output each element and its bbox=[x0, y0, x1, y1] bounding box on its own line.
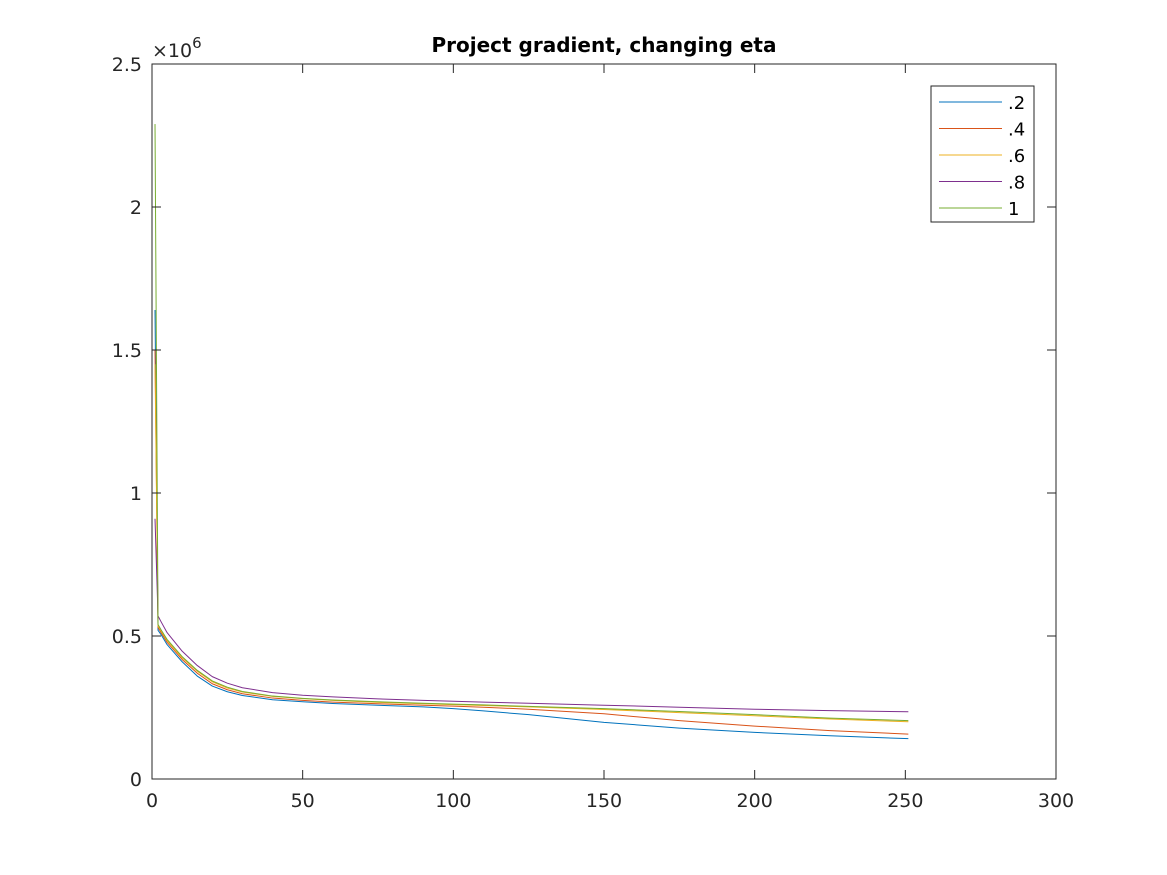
x-tick-label: 50 bbox=[291, 790, 315, 812]
x-tick-label: 150 bbox=[586, 790, 622, 812]
legend-label: .4 bbox=[1008, 120, 1025, 141]
legend-label: 1 bbox=[1008, 199, 1019, 220]
series-line-0 bbox=[154, 309, 909, 740]
x-axis: 0 50 100 150 200 250 300 bbox=[146, 64, 1074, 812]
chart-title: Project gradient, changing eta bbox=[432, 33, 777, 57]
x-tick-label: 200 bbox=[737, 790, 773, 812]
x-tick-label: 300 bbox=[1038, 790, 1074, 812]
legend-label: .8 bbox=[1008, 173, 1025, 194]
legend-label: .2 bbox=[1008, 93, 1025, 114]
y-exponent-label: ×106 bbox=[152, 34, 202, 62]
y-tick-label: 1.5 bbox=[112, 340, 142, 362]
x-tick-label: 250 bbox=[887, 790, 923, 812]
y-exponent-base: ×10 bbox=[152, 40, 192, 62]
legend: .2 .4 .6 .8 1 bbox=[930, 85, 1035, 223]
series-line-4 bbox=[154, 124, 909, 722]
y-tick-label: 0.5 bbox=[112, 626, 142, 648]
legend-box bbox=[930, 85, 1035, 223]
series-line-3 bbox=[154, 518, 909, 713]
series-line-1 bbox=[154, 349, 909, 735]
y-tick-label: 1 bbox=[130, 483, 142, 505]
x-tick-label: 0 bbox=[146, 790, 158, 812]
plot-area bbox=[152, 64, 1056, 779]
x-tick-label: 100 bbox=[435, 790, 471, 812]
y-tick-label: 2.5 bbox=[112, 54, 142, 76]
series-layer bbox=[154, 124, 909, 740]
y-tick-label: 2 bbox=[130, 197, 142, 219]
y-axis: 0 0.5 1 1.5 2 2.5 bbox=[112, 54, 1056, 791]
y-tick-label: 0 bbox=[130, 769, 142, 791]
legend-label: .6 bbox=[1008, 146, 1025, 167]
y-exponent-power: 6 bbox=[192, 34, 202, 52]
